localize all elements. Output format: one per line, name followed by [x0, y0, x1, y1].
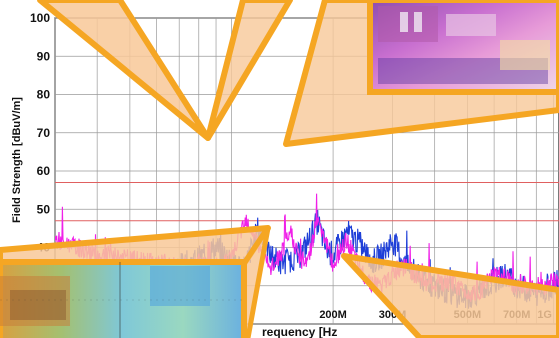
- callout-bottom-right: [341, 253, 559, 338]
- x-tick-label: 200M: [319, 309, 347, 321]
- y-axis-label: Field Strength [dBuV/m]: [11, 97, 23, 223]
- y-tick-label: 100: [30, 11, 50, 25]
- limit-lines: [55, 181, 559, 222]
- x-axis-label: requency [Hz: [262, 325, 337, 338]
- building-photo-inset: [367, 0, 559, 95]
- y-tick-label: 60: [37, 164, 51, 178]
- y-tick-label: 90: [37, 49, 51, 63]
- callout-top-left: [37, 0, 211, 141]
- y-tick-label: 80: [37, 88, 51, 102]
- heatmap-inset: [0, 259, 247, 338]
- y-tick-label: 70: [37, 126, 51, 140]
- y-tick-label: 50: [37, 202, 51, 216]
